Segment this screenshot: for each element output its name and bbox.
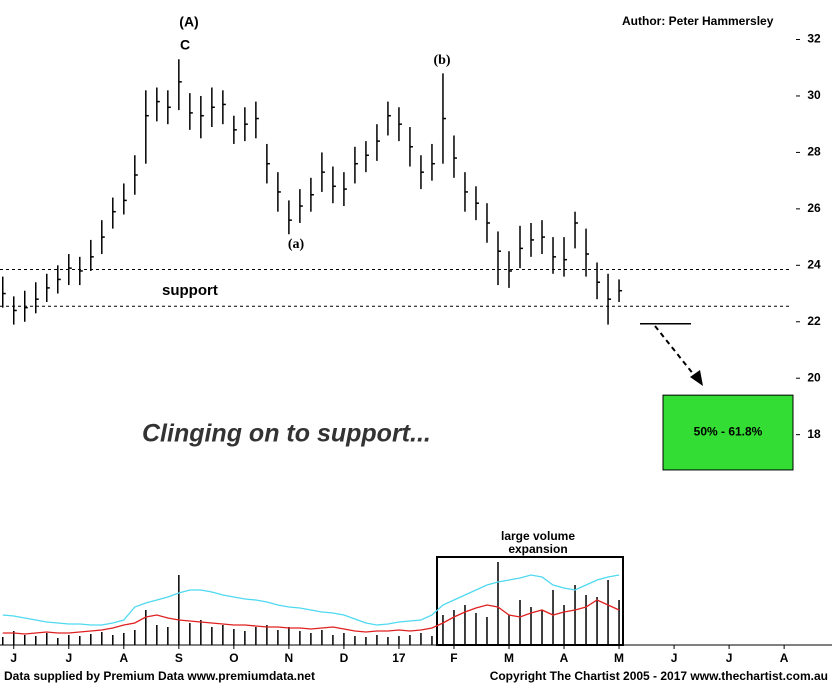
x-tick-label: 17 (392, 651, 406, 665)
y-tick-label: 28 (807, 145, 821, 159)
headline: Clinging on to support... (142, 420, 431, 448)
annotation: (A) (179, 14, 198, 30)
x-tick-label: M (614, 651, 624, 665)
annotation: large volume (501, 529, 575, 543)
annotation: C (180, 37, 190, 53)
x-tick-label: J (10, 651, 17, 665)
x-tick-label: J (65, 651, 72, 665)
x-tick-label: D (340, 651, 349, 665)
footer: Copyright The Chartist 2005 - 2017 www.t… (490, 669, 828, 683)
volume-average (2, 599, 620, 635)
y-tick-label: 30 (807, 88, 821, 102)
x-tick-label: O (229, 651, 238, 665)
annotation: (b) (433, 53, 450, 68)
x-tick-label: A (560, 651, 569, 665)
y-tick-label: 22 (807, 314, 821, 328)
target-zone (662, 394, 794, 471)
x-tick-label: A (780, 651, 789, 665)
target-label: 50% - 61.8% (694, 425, 763, 439)
footer: Data supplied by Premium Data www.premiu… (4, 669, 315, 683)
y-tick-label: 26 (807, 201, 821, 215)
author: Author: Peter Hammersley (622, 14, 774, 28)
x-tick-label: J (726, 651, 733, 665)
y-tick-label: 20 (807, 370, 821, 384)
annotation: expansion (508, 542, 567, 556)
x-tick-label: S (175, 651, 183, 665)
x-tick-label: M (504, 651, 514, 665)
y-tick-label: 24 (807, 257, 821, 271)
y-tick-label: 32 (807, 32, 821, 46)
y-tick-label: 18 (807, 427, 821, 441)
annotation: (a) (288, 237, 305, 252)
annotation: support (162, 282, 218, 299)
x-tick-label: N (285, 651, 294, 665)
x-tick-label: J (671, 651, 678, 665)
volume-average (2, 574, 620, 626)
arrow-head (690, 370, 703, 386)
arrow (654, 325, 699, 381)
x-tick-label: A (119, 651, 128, 665)
x-tick-label: F (450, 651, 457, 665)
